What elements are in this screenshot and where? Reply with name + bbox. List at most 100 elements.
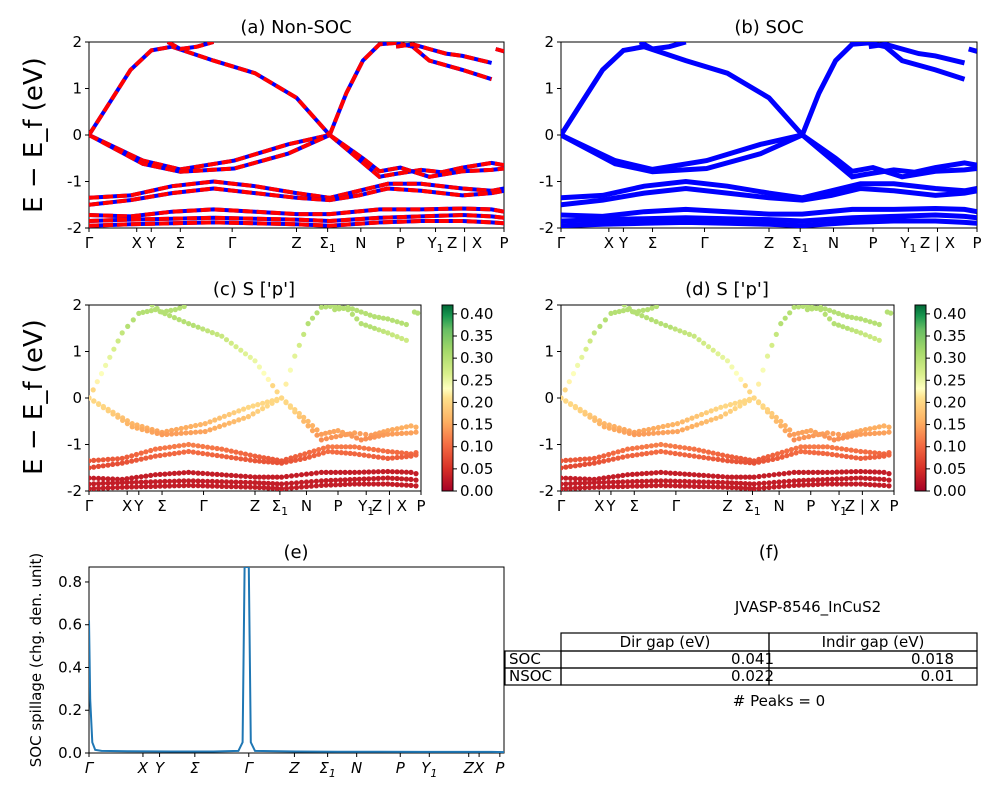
projection-point <box>200 478 206 484</box>
projection-point <box>606 451 612 458</box>
projection-point <box>804 307 811 313</box>
panel-c-colorbar: 0.00 0.05 0.10 0.15 0.20 0.25 0.30 0.35 0.40 <box>441 304 493 500</box>
projection-point <box>653 442 659 448</box>
projection-point <box>314 432 320 438</box>
projection-point <box>143 449 149 455</box>
projection-point <box>195 450 201 456</box>
projection-point <box>756 473 762 480</box>
projection-point <box>827 307 833 313</box>
projection-point <box>822 433 828 439</box>
projection-point <box>610 479 616 485</box>
projection-point <box>849 314 855 320</box>
projection-point <box>242 351 249 357</box>
projection-point <box>261 474 267 480</box>
projection-point <box>200 483 206 489</box>
table-caption: JVASP-8546_InCuS2 <box>734 598 881 617</box>
projection-point <box>648 478 655 484</box>
projection-point <box>862 481 869 487</box>
projection-point <box>867 334 873 340</box>
projection-point <box>610 474 616 480</box>
projection-point <box>110 461 116 467</box>
projection-point <box>876 337 882 343</box>
projection-point <box>720 354 726 360</box>
projection-point <box>233 484 239 490</box>
table-row-nsoc-dir: 0.022 <box>731 667 774 685</box>
projection-point <box>139 426 145 433</box>
panel-c-ytick-label: 1 <box>72 343 82 361</box>
panel-a-ytick-label: 2 <box>72 33 82 51</box>
projection-point <box>596 421 603 427</box>
projection-point <box>129 484 135 490</box>
projection-point <box>167 478 173 484</box>
projection-point <box>114 461 121 467</box>
projection-point <box>329 444 336 450</box>
projection-point <box>751 481 757 487</box>
projection-point <box>764 407 771 413</box>
projection-point <box>601 458 607 464</box>
projection-point <box>586 456 593 462</box>
projection-point <box>742 400 748 406</box>
panel-d-xtick-label: N <box>773 497 784 515</box>
projection-point <box>804 428 810 435</box>
projection-point <box>796 478 802 484</box>
projection-point <box>168 307 174 313</box>
projection-point <box>701 448 707 454</box>
projection-point <box>798 448 804 455</box>
projection-point <box>886 429 892 435</box>
projection-point <box>708 417 714 423</box>
projection-point <box>223 483 230 490</box>
band-line-nsoc-red <box>89 206 504 219</box>
projection-point <box>347 469 353 475</box>
panel-f: (f) JVASP-8546_InCuS2 Dir gap (eV) Indir… <box>504 542 978 710</box>
projection-point <box>371 481 377 487</box>
projection-point <box>200 443 206 450</box>
projection-point <box>336 306 342 312</box>
projection-point <box>283 459 289 465</box>
projection-point <box>813 305 819 311</box>
projection-point <box>686 471 693 477</box>
panel-a-xtick-label: N <box>355 234 366 252</box>
projection-point <box>639 483 645 489</box>
projection-point <box>858 330 864 336</box>
projection-point <box>876 454 882 460</box>
projection-point <box>872 335 878 342</box>
projection-point <box>742 481 748 487</box>
panel-e-xtick-label: Γ <box>85 759 95 777</box>
projection-point <box>872 450 878 456</box>
projection-point <box>375 469 381 475</box>
projection-point <box>91 481 97 487</box>
projection-point <box>703 410 710 416</box>
projection-point <box>747 474 753 480</box>
projection-point <box>389 469 395 475</box>
projection-point <box>167 313 173 319</box>
projection-point <box>152 479 158 485</box>
projection-point <box>710 479 716 485</box>
panel-c-xtick-label: Σ <box>157 497 166 515</box>
projection-point <box>876 482 882 488</box>
projection-point <box>167 471 173 477</box>
panel-b-xtick-label: P <box>972 234 981 252</box>
projection-point <box>670 422 676 428</box>
projection-point <box>110 411 116 417</box>
projection-point <box>242 479 249 485</box>
panel-a-xtick-label: Y1 <box>426 234 443 255</box>
projection-point <box>881 482 887 488</box>
projection-point <box>733 459 740 465</box>
projection-point <box>723 403 729 409</box>
projection-point <box>639 451 645 457</box>
panel-c-ytick-label: -2 <box>67 482 82 500</box>
projection-point <box>795 305 802 310</box>
projection-point <box>219 446 225 452</box>
projection-point <box>233 449 239 455</box>
projection-point <box>138 450 144 456</box>
projection-point <box>724 458 731 464</box>
projection-point <box>634 452 640 458</box>
projection-point <box>394 454 400 461</box>
projection-point <box>862 332 869 338</box>
panel-d-points <box>561 305 894 491</box>
projection-point <box>302 455 308 461</box>
projection-point <box>577 456 583 462</box>
projection-point <box>274 481 280 487</box>
projection-point <box>190 442 196 448</box>
